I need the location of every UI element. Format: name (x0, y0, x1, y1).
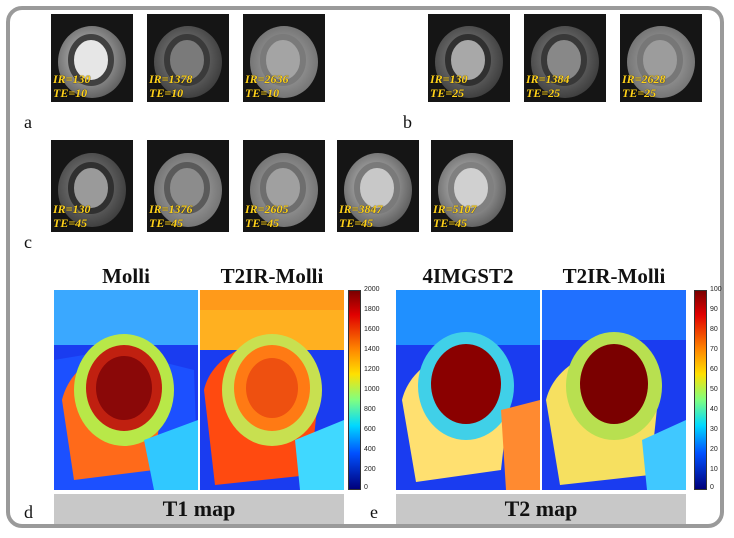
t1-colorbar-tick: 600 (364, 426, 376, 433)
t2-colorbar-tick: 60 (710, 366, 718, 373)
te-label: TE=45 (53, 216, 88, 230)
panel-a-letter: a (24, 112, 32, 132)
t1-colorbar-tick: 1000 (364, 386, 380, 393)
t1-colorbar-tick: 1400 (364, 346, 380, 353)
map-title: Molli (102, 264, 150, 288)
ir-label: IR=1378 (149, 72, 193, 86)
mri-thumbnail: IR=2636 TE=10 (243, 14, 325, 102)
t2-colorbar-tick: 100 (710, 286, 722, 293)
t1-map-label: T1 map (54, 494, 344, 524)
mri-thumbnail: IR=3847 TE=45 (337, 140, 419, 232)
ir-label: IR=5107 (433, 202, 477, 216)
te-label: TE=45 (339, 216, 374, 230)
t2-colorbar-tick: 50 (710, 386, 718, 393)
ir-label: IR=2605 (245, 202, 289, 216)
mri-thumbnail: IR=130 TE=10 (51, 14, 133, 102)
ir-label: IR=130 (53, 202, 91, 216)
t1-colorbar-tick: 1200 (364, 366, 380, 373)
figure-frame (6, 6, 724, 528)
t2-colorbar-tick: 20 (710, 446, 718, 453)
panel-b-letter: b (403, 112, 412, 132)
te-label: TE=25 (430, 86, 465, 100)
mri-thumbnail: IR=1378 TE=10 (147, 14, 229, 102)
mri-thumbnail: IR=2605 TE=45 (243, 140, 325, 232)
t1-map-molli (54, 290, 198, 490)
te-label: TE=45 (433, 216, 468, 230)
t1-colorbar-tick: 800 (364, 406, 376, 413)
t1-colorbar-tick: 0 (364, 484, 368, 491)
t2-map-4imgst2 (396, 290, 540, 490)
mri-thumbnail: IR=2628 TE=25 (620, 14, 702, 102)
mri-thumbnail: IR=130 TE=25 (428, 14, 510, 102)
ir-label: IR=2636 (245, 72, 289, 86)
te-label: TE=10 (53, 86, 88, 100)
map-title: T2IR-Molli (562, 264, 666, 288)
t1-map-t2ir-molli (200, 290, 344, 490)
ir-label: IR=3847 (339, 202, 383, 216)
mri-thumbnail: IR=1376 TE=45 (147, 140, 229, 232)
t1-colorbar-tick: 200 (364, 466, 376, 473)
t2-colorbar-tick: 80 (710, 326, 718, 333)
panel-c-letter: c (24, 232, 32, 252)
t1-colorbar-tick: 1600 (364, 326, 380, 333)
t2-colorbar (694, 290, 707, 490)
map-title: T2IR-Molli (220, 264, 324, 288)
t2-colorbar-tick: 30 (710, 426, 718, 433)
ir-label: IR=130 (53, 72, 91, 86)
ir-label: IR=2628 (622, 72, 666, 86)
te-label: TE=25 (622, 86, 657, 100)
ir-label: IR=1376 (149, 202, 193, 216)
te-label: TE=10 (149, 86, 184, 100)
t2-colorbar-tick: 40 (710, 406, 718, 413)
t2-colorbar-tick: 10 (710, 466, 718, 473)
te-label: TE=45 (245, 216, 280, 230)
panel-e-letter: e (370, 502, 378, 522)
t1-colorbar-tick: 400 (364, 446, 376, 453)
ir-label: IR=130 (430, 72, 468, 86)
t1-colorbar-tick: 1800 (364, 306, 380, 313)
t1-colorbar-tick: 2000 (364, 286, 380, 293)
ir-label: IR=1384 (526, 72, 570, 86)
panel-d-letter: d (24, 502, 33, 522)
te-label: TE=10 (245, 86, 280, 100)
t2-colorbar-tick: 70 (710, 346, 718, 353)
t1-colorbar (348, 290, 361, 490)
map-title: 4IMGST2 (422, 264, 514, 288)
te-label: TE=45 (149, 216, 184, 230)
t2-colorbar-tick: 90 (710, 306, 718, 313)
mri-thumbnail: IR=1384 TE=25 (524, 14, 606, 102)
mri-thumbnail: IR=130 TE=45 (51, 140, 133, 232)
mri-thumbnail: IR=5107 TE=45 (431, 140, 513, 232)
t2-colorbar-tick: 0 (710, 484, 714, 491)
te-label: TE=25 (526, 86, 561, 100)
t2-map-label: T2 map (396, 494, 686, 524)
t2-map-t2ir-molli (542, 290, 686, 490)
